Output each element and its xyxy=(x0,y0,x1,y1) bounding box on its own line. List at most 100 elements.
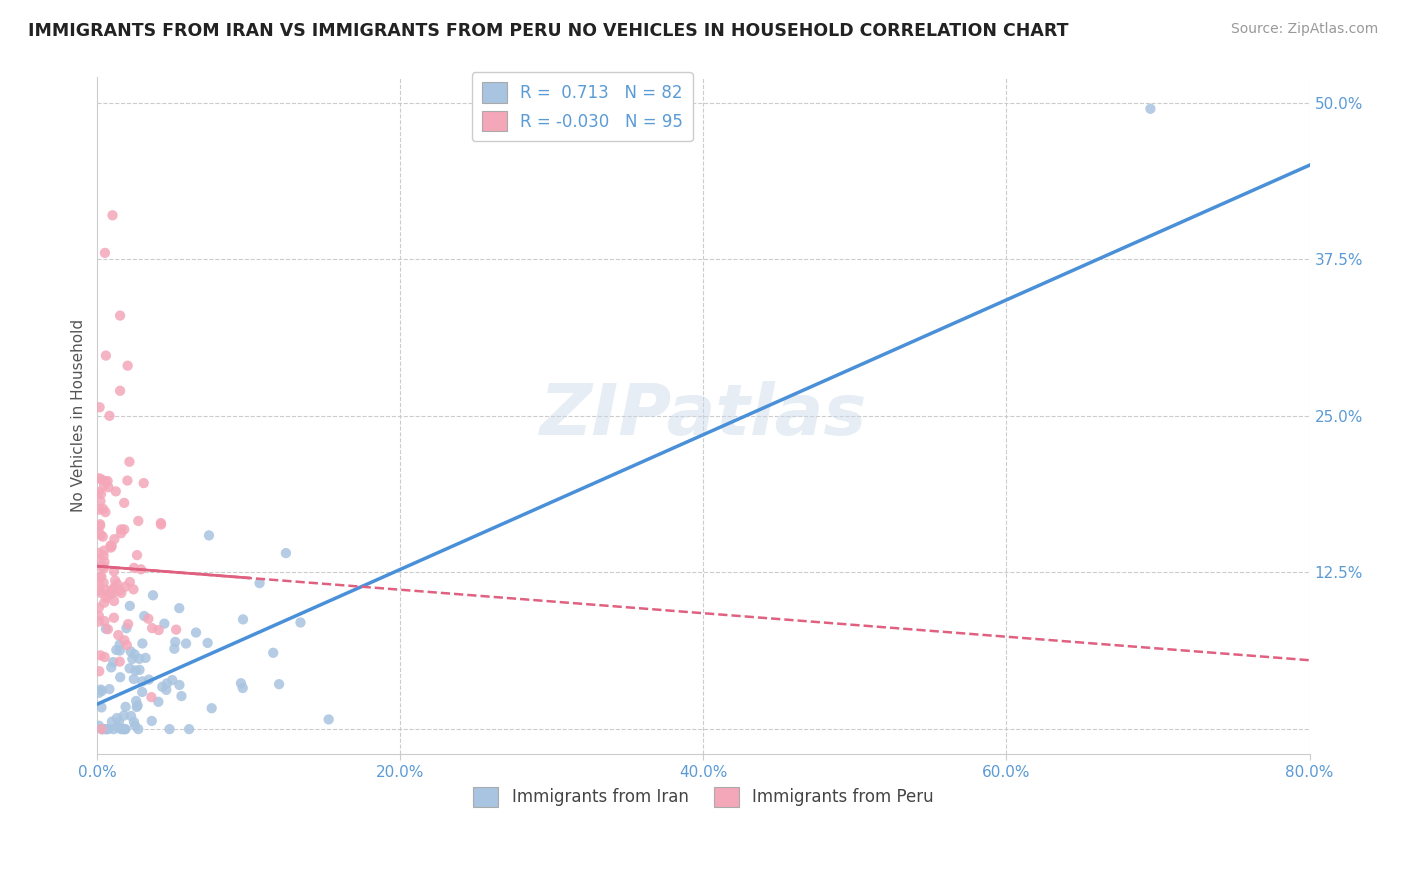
Point xyxy=(100,660,122,674)
Point xyxy=(150,680,173,694)
Text: ZIPatlas: ZIPatlas xyxy=(540,381,868,450)
Point xyxy=(103,722,125,736)
Point xyxy=(165,635,187,649)
Point xyxy=(108,715,131,730)
Point xyxy=(141,714,163,728)
Point xyxy=(96,722,118,736)
Point xyxy=(89,648,111,663)
Point xyxy=(184,625,207,640)
Point xyxy=(290,615,312,630)
Point xyxy=(110,522,132,536)
Point xyxy=(87,583,110,598)
Point xyxy=(232,612,254,626)
Point xyxy=(89,494,111,508)
Point xyxy=(131,685,153,699)
Point xyxy=(156,676,179,690)
Point xyxy=(117,474,139,488)
Point xyxy=(90,570,112,584)
Point xyxy=(124,719,146,733)
Point xyxy=(318,713,340,727)
Point xyxy=(108,583,131,598)
Point xyxy=(94,505,117,519)
Point xyxy=(1139,102,1161,116)
Point xyxy=(93,549,115,563)
Point xyxy=(121,652,143,666)
Point xyxy=(124,648,146,662)
Point xyxy=(87,577,110,591)
Point xyxy=(108,309,131,323)
Point xyxy=(112,496,135,510)
Point xyxy=(93,650,115,665)
Point xyxy=(197,636,219,650)
Point xyxy=(120,709,142,723)
Point xyxy=(122,672,145,686)
Point xyxy=(110,722,132,736)
Point xyxy=(131,636,153,650)
Point xyxy=(97,622,120,636)
Point xyxy=(89,553,111,567)
Point xyxy=(122,714,145,729)
Point xyxy=(103,594,125,608)
Point xyxy=(96,591,118,605)
Point xyxy=(110,586,132,600)
Point xyxy=(112,708,135,723)
Point xyxy=(97,480,120,494)
Point xyxy=(87,471,110,485)
Point xyxy=(103,611,125,625)
Point xyxy=(87,525,110,540)
Point xyxy=(149,516,172,530)
Point xyxy=(97,722,120,736)
Point xyxy=(108,637,131,651)
Point xyxy=(131,674,153,689)
Point xyxy=(90,560,112,574)
Point xyxy=(274,546,297,560)
Point xyxy=(87,526,110,541)
Y-axis label: No Vehicles in Household: No Vehicles in Household xyxy=(72,319,86,512)
Point xyxy=(115,638,138,652)
Point xyxy=(94,722,117,736)
Point xyxy=(94,475,117,489)
Point xyxy=(177,722,200,736)
Point xyxy=(135,651,157,665)
Point xyxy=(150,517,173,532)
Point xyxy=(229,676,252,690)
Point xyxy=(94,349,117,363)
Point xyxy=(107,628,129,642)
Point xyxy=(93,575,115,590)
Point xyxy=(128,663,150,677)
Point xyxy=(90,682,112,697)
Point xyxy=(100,583,122,598)
Point xyxy=(89,518,111,533)
Point xyxy=(111,722,134,736)
Point xyxy=(122,582,145,597)
Point xyxy=(93,561,115,575)
Point xyxy=(90,684,112,698)
Point xyxy=(127,722,149,736)
Point xyxy=(118,575,141,590)
Point xyxy=(232,681,254,695)
Point xyxy=(114,699,136,714)
Point xyxy=(112,523,135,537)
Point xyxy=(118,455,141,469)
Point xyxy=(91,501,114,516)
Point xyxy=(98,682,121,697)
Point xyxy=(94,246,117,260)
Point xyxy=(162,673,184,687)
Point xyxy=(97,474,120,488)
Point xyxy=(90,569,112,583)
Point xyxy=(117,359,139,373)
Point xyxy=(108,670,131,684)
Point xyxy=(93,543,115,558)
Point xyxy=(118,661,141,675)
Point xyxy=(198,528,221,542)
Point xyxy=(90,700,112,714)
Point xyxy=(87,600,110,615)
Point xyxy=(128,652,150,666)
Point xyxy=(142,588,165,602)
Point xyxy=(110,526,132,541)
Point xyxy=(87,502,110,516)
Point xyxy=(91,722,114,736)
Point xyxy=(89,665,111,679)
Point xyxy=(114,722,136,736)
Point xyxy=(125,548,148,562)
